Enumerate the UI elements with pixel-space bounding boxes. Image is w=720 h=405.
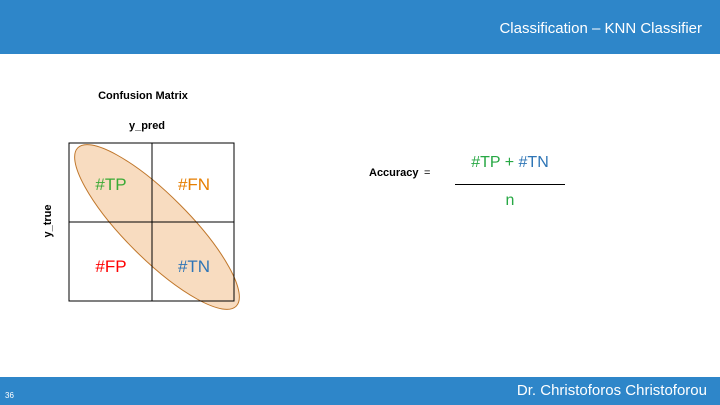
equals-sign: = <box>424 167 431 179</box>
y-axis-label: y_true <box>42 204 54 238</box>
x-axis-label: y_pred <box>128 120 166 132</box>
accuracy-label: Accuracy <box>369 167 419 179</box>
numerator-tp: #TP <box>471 154 501 171</box>
header-bar: Classification – KNN Classifier <box>0 0 720 54</box>
slide-title: Classification – KNN Classifier <box>499 20 702 37</box>
cell-true-positive: #TP <box>95 175 127 194</box>
fraction-bar <box>455 184 565 185</box>
diagonal-highlight-ellipse <box>74 144 240 310</box>
cell-true-negative: #TN <box>177 257 211 276</box>
cell-false-negative: #FN <box>177 175 211 194</box>
formula-numerator: #TP + #TN <box>440 154 580 172</box>
footer-bar: 36 Dr. Christoforos Christoforou <box>0 377 720 405</box>
formula-denominator: n <box>505 192 515 209</box>
confusion-matrix-title: Confusion Matrix <box>98 90 188 102</box>
author-name: Dr. Christoforos Christoforou <box>516 382 707 399</box>
numerator-tn: #TN <box>518 154 549 171</box>
cell-false-positive: #FP <box>95 257 127 276</box>
confusion-matrix-diagram <box>68 142 240 310</box>
slide-number: 36 <box>5 391 14 400</box>
numerator-plus: + <box>504 154 515 171</box>
